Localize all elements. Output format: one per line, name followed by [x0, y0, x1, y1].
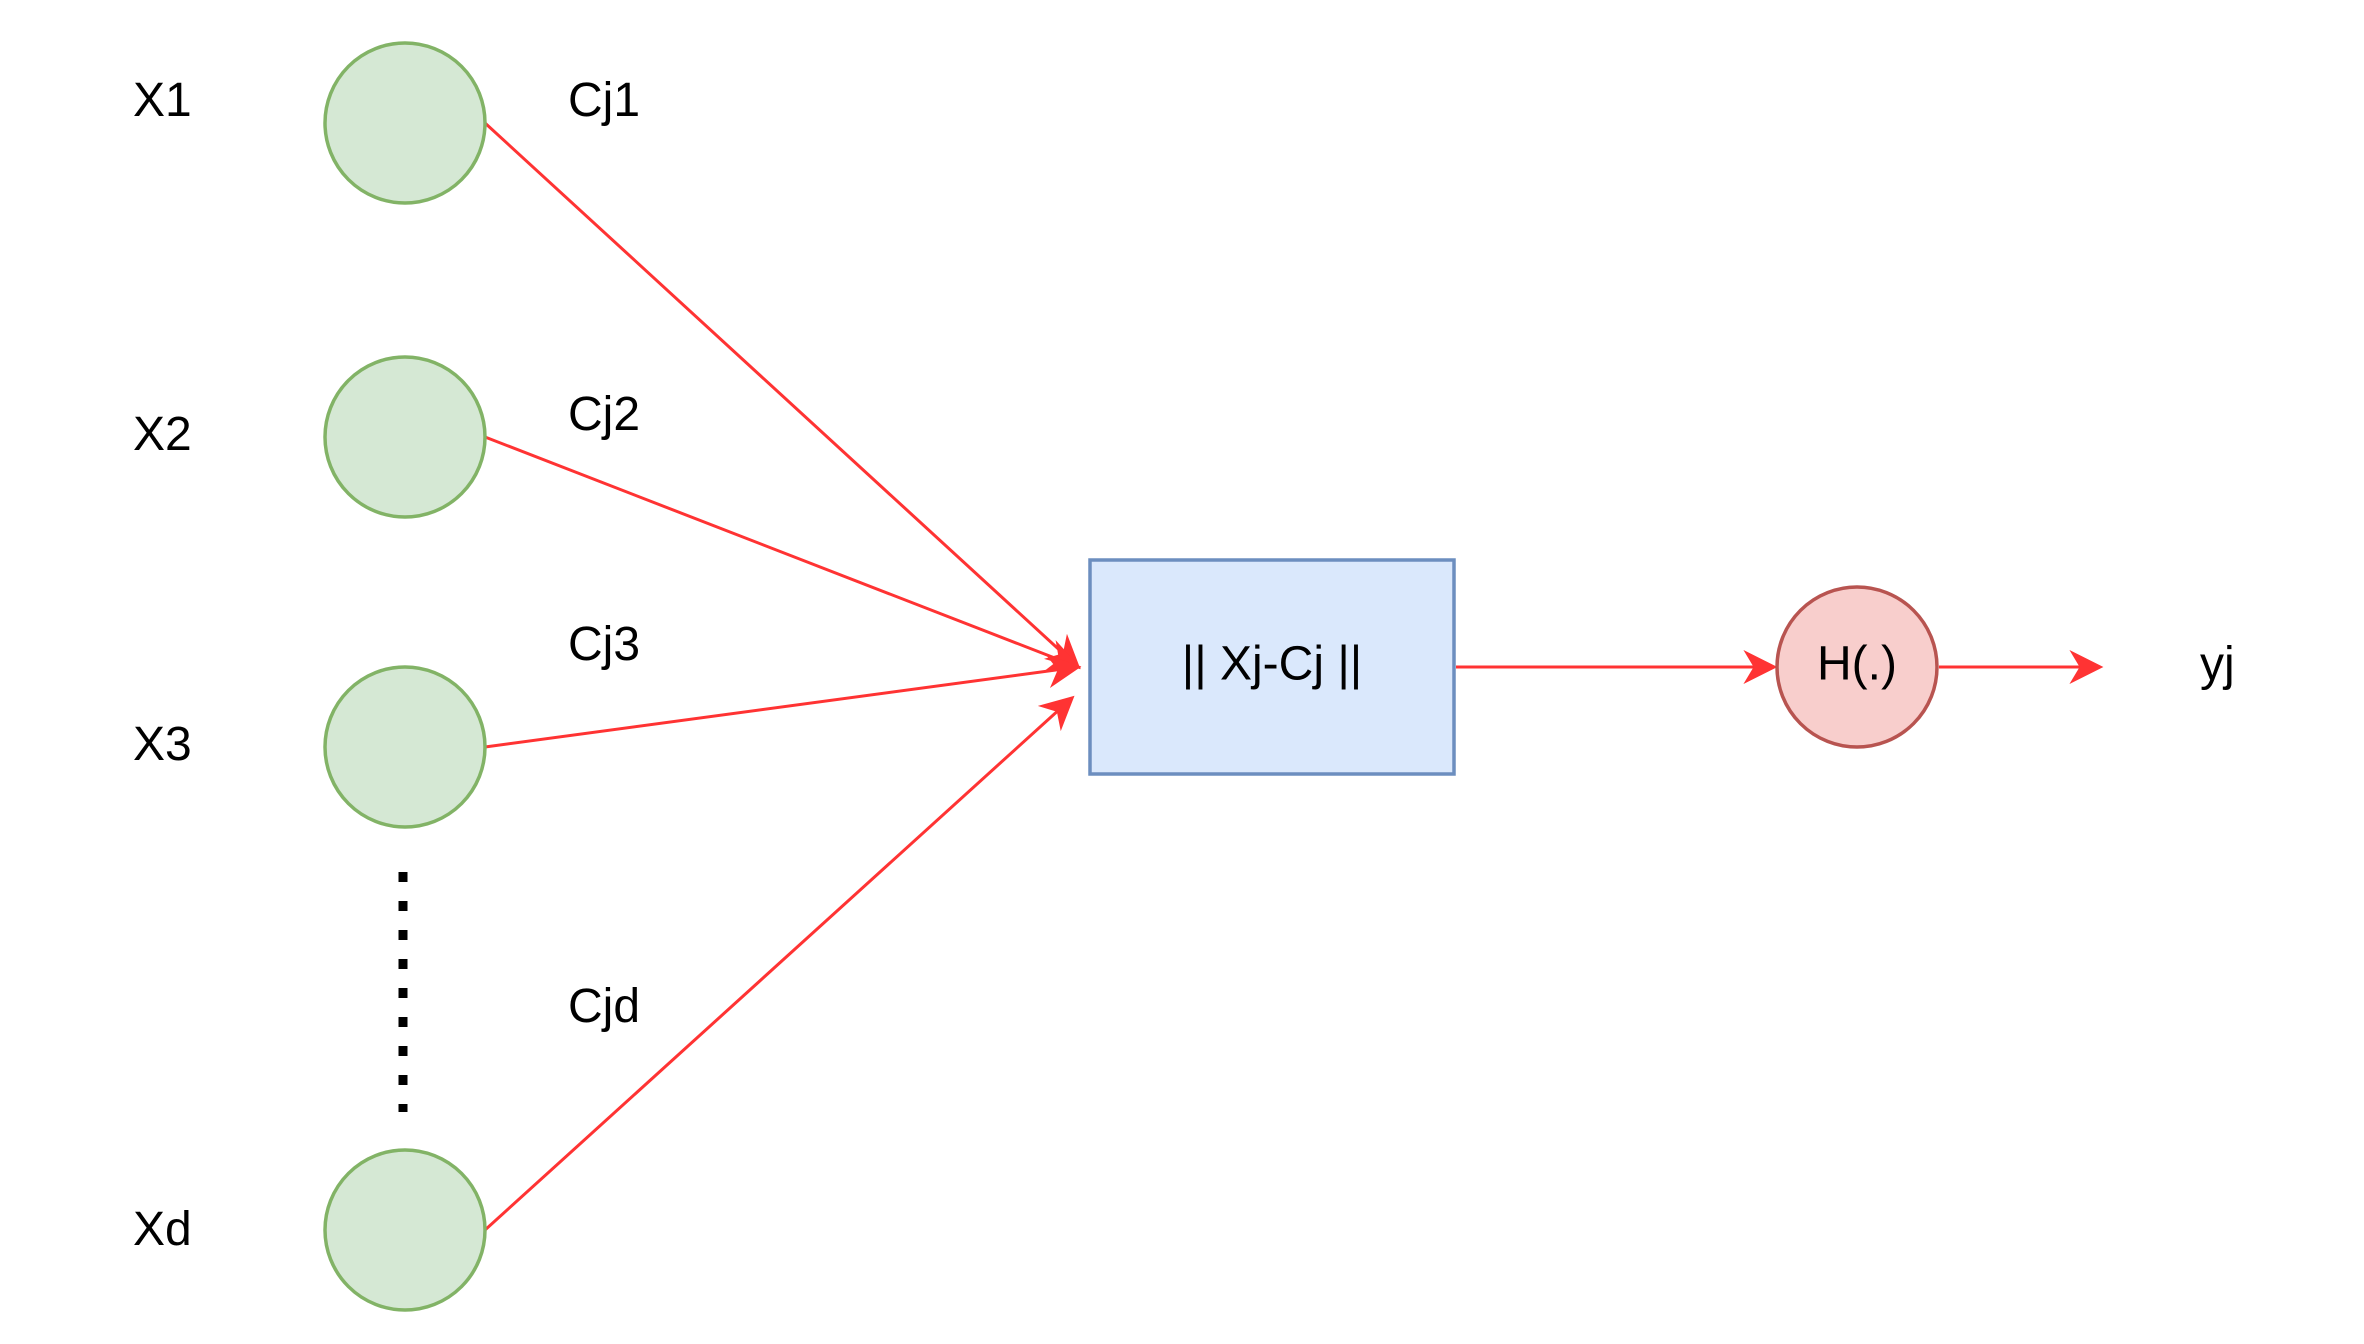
input-label-xd: Xd	[133, 1203, 192, 1256]
input-label-x1: X1	[133, 74, 192, 127]
weight-label-cj2: Cj2	[568, 388, 640, 441]
input-node-x3[interactable]	[323, 665, 487, 829]
weight-labels: Cj1 Cj2 Cj3 Cjd	[568, 74, 640, 1033]
input-node-x1[interactable]	[323, 41, 487, 205]
input-connectors	[483, 121, 1082, 1232]
input-label-x3: X3	[133, 718, 192, 771]
input-labels: X1 X2 X3 Xd	[133, 74, 192, 1256]
connector-x2	[484, 435, 1082, 672]
input-node-x2[interactable]	[323, 355, 487, 519]
weight-label-cj1: Cj1	[568, 74, 640, 127]
distance-box[interactable]	[1088, 558, 1456, 776]
connector-xd	[483, 695, 1075, 1232]
input-node-xd[interactable]	[323, 1148, 487, 1312]
weight-label-cj3: Cj3	[568, 618, 640, 671]
distance-box-label: || Xj-Cj ||	[1182, 638, 1363, 691]
connector-x3	[484, 654, 1082, 749]
activation-node[interactable]	[1775, 585, 1939, 749]
connector-x1	[483, 121, 1081, 670]
activation-label: H(.)	[1817, 638, 1897, 691]
input-nodes	[323, 41, 487, 1312]
weight-label-cjd: Cjd	[568, 980, 640, 1033]
output-label: yj	[2200, 638, 2235, 691]
input-label-x2: X2	[133, 408, 192, 461]
